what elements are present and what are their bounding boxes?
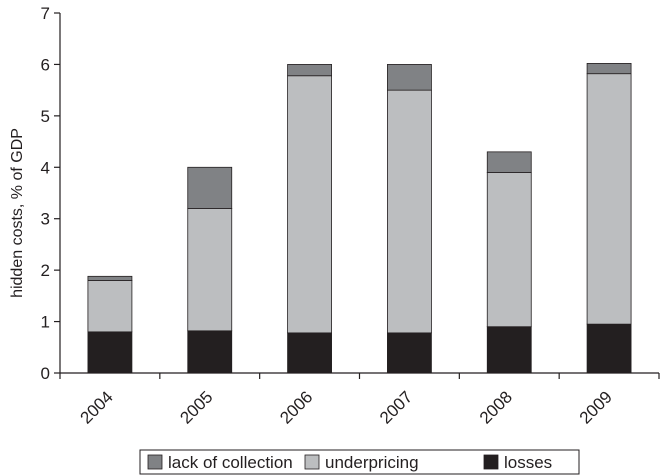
bar-segment-lack-of-collection: [287, 64, 332, 77]
y-axis-label: hidden costs, % of GDP: [9, 128, 26, 298]
bar-segment-lack-of-collection: [187, 166, 233, 209]
bars: [87, 63, 632, 374]
y-tick-label: 0: [41, 364, 50, 383]
legend-label-underpricing: underpricing: [325, 453, 419, 472]
bar-segment-underpricing: [387, 89, 432, 334]
y-tick-label: 7: [41, 4, 50, 23]
bar-segment-lack-of-collection: [387, 64, 432, 91]
x-tick-label: 2009: [576, 387, 616, 427]
legend-label-losses: losses: [504, 453, 552, 472]
x-tick-label: 2007: [376, 387, 416, 427]
x-tick-label: 2005: [176, 387, 216, 427]
bar-segment-underpricing: [586, 73, 632, 325]
bar-segment-underpricing: [287, 75, 332, 334]
y-tick-label: 5: [41, 107, 50, 126]
y-axis: 0 1 2 3 4 5 6 7: [41, 4, 61, 383]
bar-segment-lack-of-collection: [87, 275, 133, 281]
bar-segment-lack-of-collection: [586, 63, 632, 75]
bar-segment-underpricing: [187, 208, 233, 332]
legend-swatch-underpricing: [304, 454, 320, 470]
y-tick-label: 1: [41, 313, 50, 332]
y-tick-label: 4: [41, 158, 50, 177]
bar-segment-underpricing: [87, 280, 133, 333]
bar-segment-losses: [387, 332, 432, 374]
bar-segment-losses: [87, 331, 133, 374]
x-axis: 2004 2005 2006 2007 2008 2009: [59, 372, 660, 428]
bar-segment-losses: [586, 323, 632, 374]
y-tick-label: 2: [41, 261, 50, 280]
legend-swatch-losses: [483, 454, 499, 470]
y-tick-label: 3: [41, 210, 50, 229]
bar-segment-losses: [287, 332, 332, 374]
legend-swatch-lack-of-collection: [147, 454, 163, 470]
legend: lack of collection underpricing losses: [139, 449, 580, 475]
y-tick-label: 6: [41, 55, 50, 74]
x-tick-label: 2004: [77, 387, 117, 427]
x-tick-label: 2006: [276, 387, 316, 427]
x-tick-label: 2008: [476, 387, 516, 427]
legend-box: [139, 449, 580, 475]
legend-label-lack-of-collection: lack of collection: [168, 453, 293, 472]
bar-segment-lack-of-collection: [486, 151, 532, 173]
bar-segment-losses: [486, 326, 532, 374]
bar-segment-underpricing: [486, 172, 532, 328]
bar-segment-losses: [187, 330, 233, 374]
